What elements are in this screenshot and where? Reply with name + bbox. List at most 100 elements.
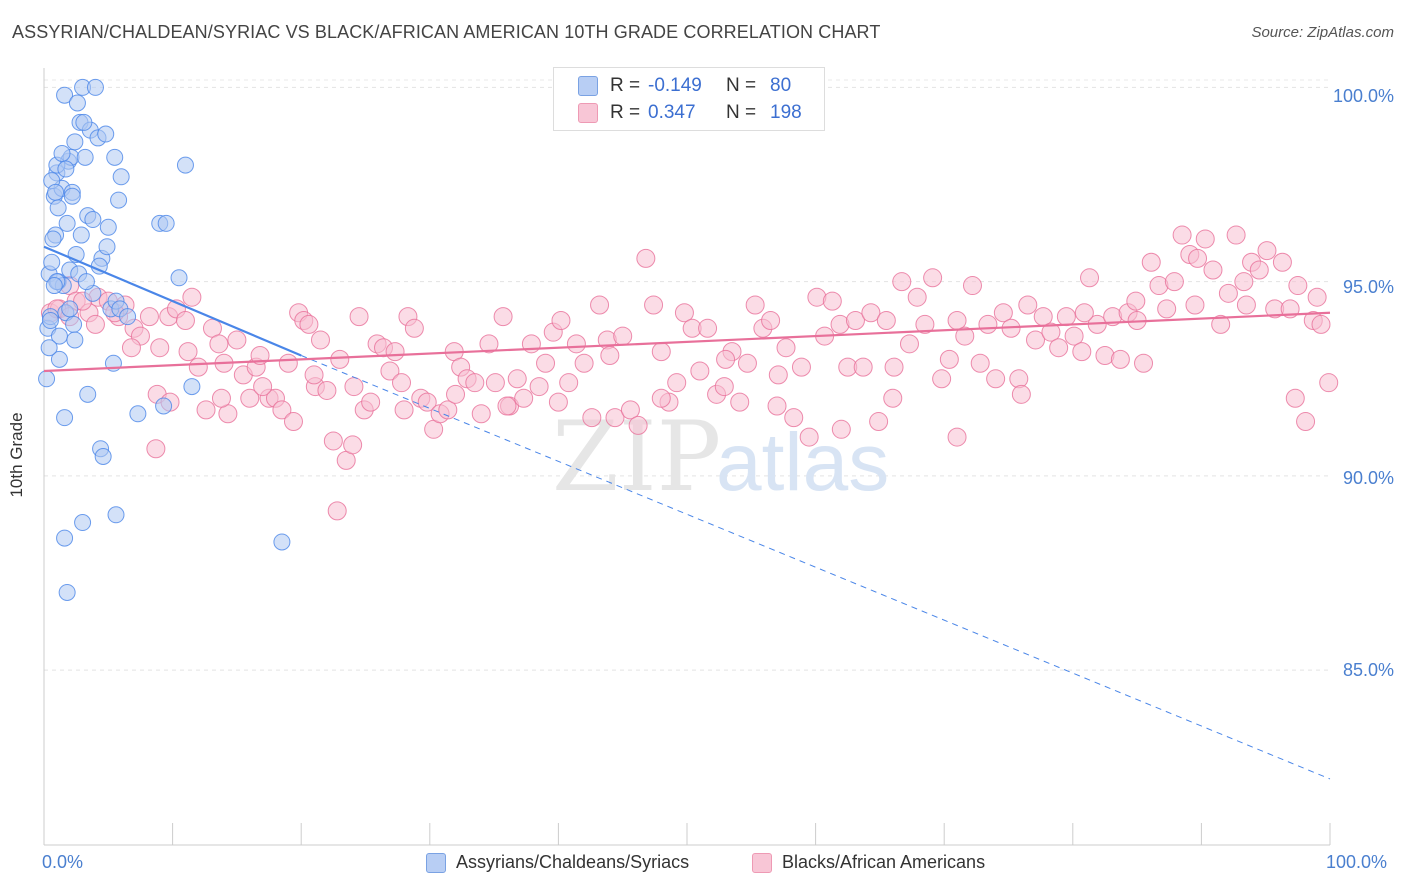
legend-swatch-blue <box>578 76 598 96</box>
pink-point <box>737 353 757 373</box>
pink-point <box>690 361 710 381</box>
legend-r-label: R = <box>610 75 641 96</box>
pink-point <box>923 268 943 288</box>
pink-point <box>1041 322 1061 342</box>
pink-point <box>304 365 324 385</box>
pink-point <box>446 384 466 404</box>
x-tick-label-max: 100.0% <box>1326 852 1388 872</box>
pink-point <box>1249 260 1269 280</box>
pink-point <box>471 404 491 424</box>
pink-point <box>188 357 208 377</box>
pink-point <box>1056 307 1076 327</box>
pink-point <box>883 388 903 408</box>
pink-point <box>272 400 292 420</box>
pink-point <box>767 396 787 416</box>
blue-point <box>50 350 68 368</box>
pink-point <box>139 307 159 327</box>
blue-point <box>57 160 75 178</box>
blue-point <box>58 583 76 601</box>
pink-point <box>822 291 842 311</box>
pink-point <box>394 400 414 420</box>
bottom-legend-pink: Blacks/African Americans <box>752 852 985 873</box>
pink-point <box>323 431 343 451</box>
pink-point <box>514 388 534 408</box>
blue-point <box>43 253 61 271</box>
pink-point <box>493 307 513 327</box>
blue-point <box>98 238 116 256</box>
pink-point <box>1211 314 1231 334</box>
blue-point <box>77 273 95 291</box>
correlation-legend: R = -0.149 N = 80 R = 0.347 N = 198 <box>553 67 825 131</box>
blue-trendline <box>43 245 302 357</box>
blue-point <box>58 214 76 232</box>
pink-point <box>344 377 364 397</box>
pink-point <box>1285 388 1305 408</box>
blue-point <box>56 86 74 104</box>
pink-point <box>485 373 505 393</box>
pink-point <box>1307 287 1327 307</box>
pink-point <box>146 439 166 459</box>
pink-point <box>1203 260 1223 280</box>
pink-point <box>1026 330 1046 350</box>
blue-point <box>75 113 93 131</box>
legend-row-blue: R = -0.149 N = 80 <box>578 74 791 98</box>
pink-point <box>121 338 141 358</box>
pink-point <box>361 392 381 412</box>
pink-point <box>1009 369 1029 389</box>
x-tick-label-min: 0.0% <box>42 852 84 872</box>
pink-point <box>892 272 912 292</box>
pink-point <box>507 369 527 389</box>
y-axis-label: 10th Grade <box>7 412 26 498</box>
pink-point <box>876 311 896 331</box>
pink-point <box>1110 349 1130 369</box>
pink-point <box>714 377 734 397</box>
pink-point <box>1257 241 1277 261</box>
pink-point <box>1011 384 1031 404</box>
pink-point <box>178 342 198 362</box>
pink-point <box>283 412 303 432</box>
pink-point <box>899 334 919 354</box>
blue-point <box>49 199 67 217</box>
blue-point <box>273 533 291 551</box>
pink-point <box>784 408 804 428</box>
blue-point <box>119 308 137 326</box>
bottom-legend-swatch-blue <box>426 852 446 873</box>
pink-point <box>869 412 889 432</box>
pink-point <box>1064 326 1084 346</box>
pink-point <box>175 311 195 331</box>
pink-point <box>620 400 640 420</box>
pink-point <box>1080 268 1100 288</box>
pink-point <box>497 396 517 416</box>
legend-swatch-pink <box>578 103 598 123</box>
blue-point <box>40 339 58 357</box>
blue-point <box>61 300 79 318</box>
y-tick-label-85: 85.0% <box>1342 660 1394 680</box>
pink-point <box>761 311 781 331</box>
blue-point <box>107 506 125 524</box>
pink-point <box>939 349 959 369</box>
blue-point <box>44 230 62 248</box>
blue-point <box>66 331 84 349</box>
pink-point <box>962 276 982 296</box>
blue-point <box>183 378 201 396</box>
pink-trendline <box>43 311 1331 373</box>
pink-point <box>1074 303 1094 323</box>
pink-point <box>327 501 347 521</box>
blue-point <box>56 529 74 547</box>
pink-point <box>651 342 671 362</box>
blue-point <box>56 409 74 427</box>
blue-point <box>97 125 115 143</box>
pink-point <box>548 392 568 412</box>
pink-point <box>479 334 499 354</box>
bottom-legend-blue: Assyrians/Chaldeans/Syriacs <box>426 852 689 873</box>
pink-point <box>947 427 967 447</box>
blue-series-points <box>38 78 291 601</box>
blue-point <box>53 144 71 162</box>
pink-point <box>438 400 458 420</box>
pink-point <box>698 318 718 338</box>
pink-point <box>831 419 851 439</box>
bottom-legend-label-blue: Assyrians/Chaldeans/Syriacs <box>456 852 690 872</box>
pink-point <box>574 353 594 373</box>
pink-point <box>465 373 485 393</box>
